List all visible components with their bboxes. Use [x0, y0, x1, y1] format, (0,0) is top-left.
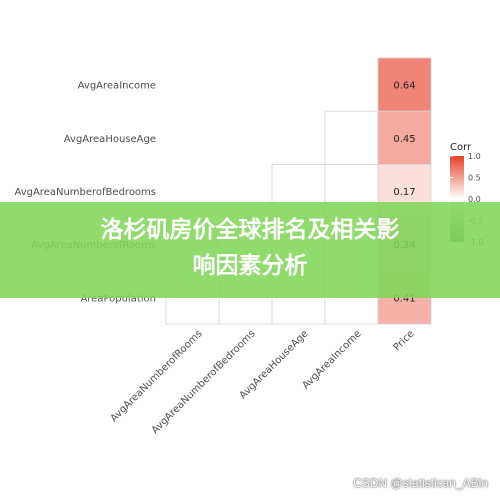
heatmap-cell-price — [377, 110, 432, 165]
heatmap-cell-empty — [324, 110, 379, 165]
banner-title: 洛杉矶房价全球排名及相关影 响因素分析 — [0, 212, 500, 284]
legend-tick-label: 0.5 — [468, 174, 481, 183]
x-tick-label: AvgAreaNumberofRooms — [109, 328, 205, 424]
legend-title: Corr — [450, 142, 472, 153]
x-tick-label: Price — [392, 328, 417, 353]
x-tick-label: AvgAreaNumberofBedrooms — [150, 328, 258, 436]
banner-title-line-1: 洛杉矶房价全球排名及相关影 — [100, 217, 400, 243]
x-tick-label: AvgAreaIncome — [300, 328, 363, 391]
y-tick-label: AvgAreaIncome — [78, 81, 156, 92]
watermark: CSDN @statistican_ABin — [353, 476, 488, 490]
y-tick-label: AvgAreaNumberofBedrooms — [14, 187, 156, 198]
banner-title-line-2: 响因素分析 — [192, 253, 308, 279]
y-tick-label: AvgAreaHouseAge — [64, 134, 156, 145]
title-banner: 洛杉矶房价全球排名及相关影 响因素分析 — [0, 202, 500, 298]
y-tick-label: AreaPopulation — [80, 293, 156, 304]
cell-value-label: 0.17 — [393, 187, 415, 198]
cell-value-label: 0.45 — [393, 134, 415, 145]
cell-value-label: 0.64 — [393, 81, 415, 92]
cell-value-label: 0.41 — [393, 293, 415, 304]
legend-tick-label: 1.0 — [468, 152, 481, 161]
legend-tick-label: 0.0 — [468, 195, 481, 204]
